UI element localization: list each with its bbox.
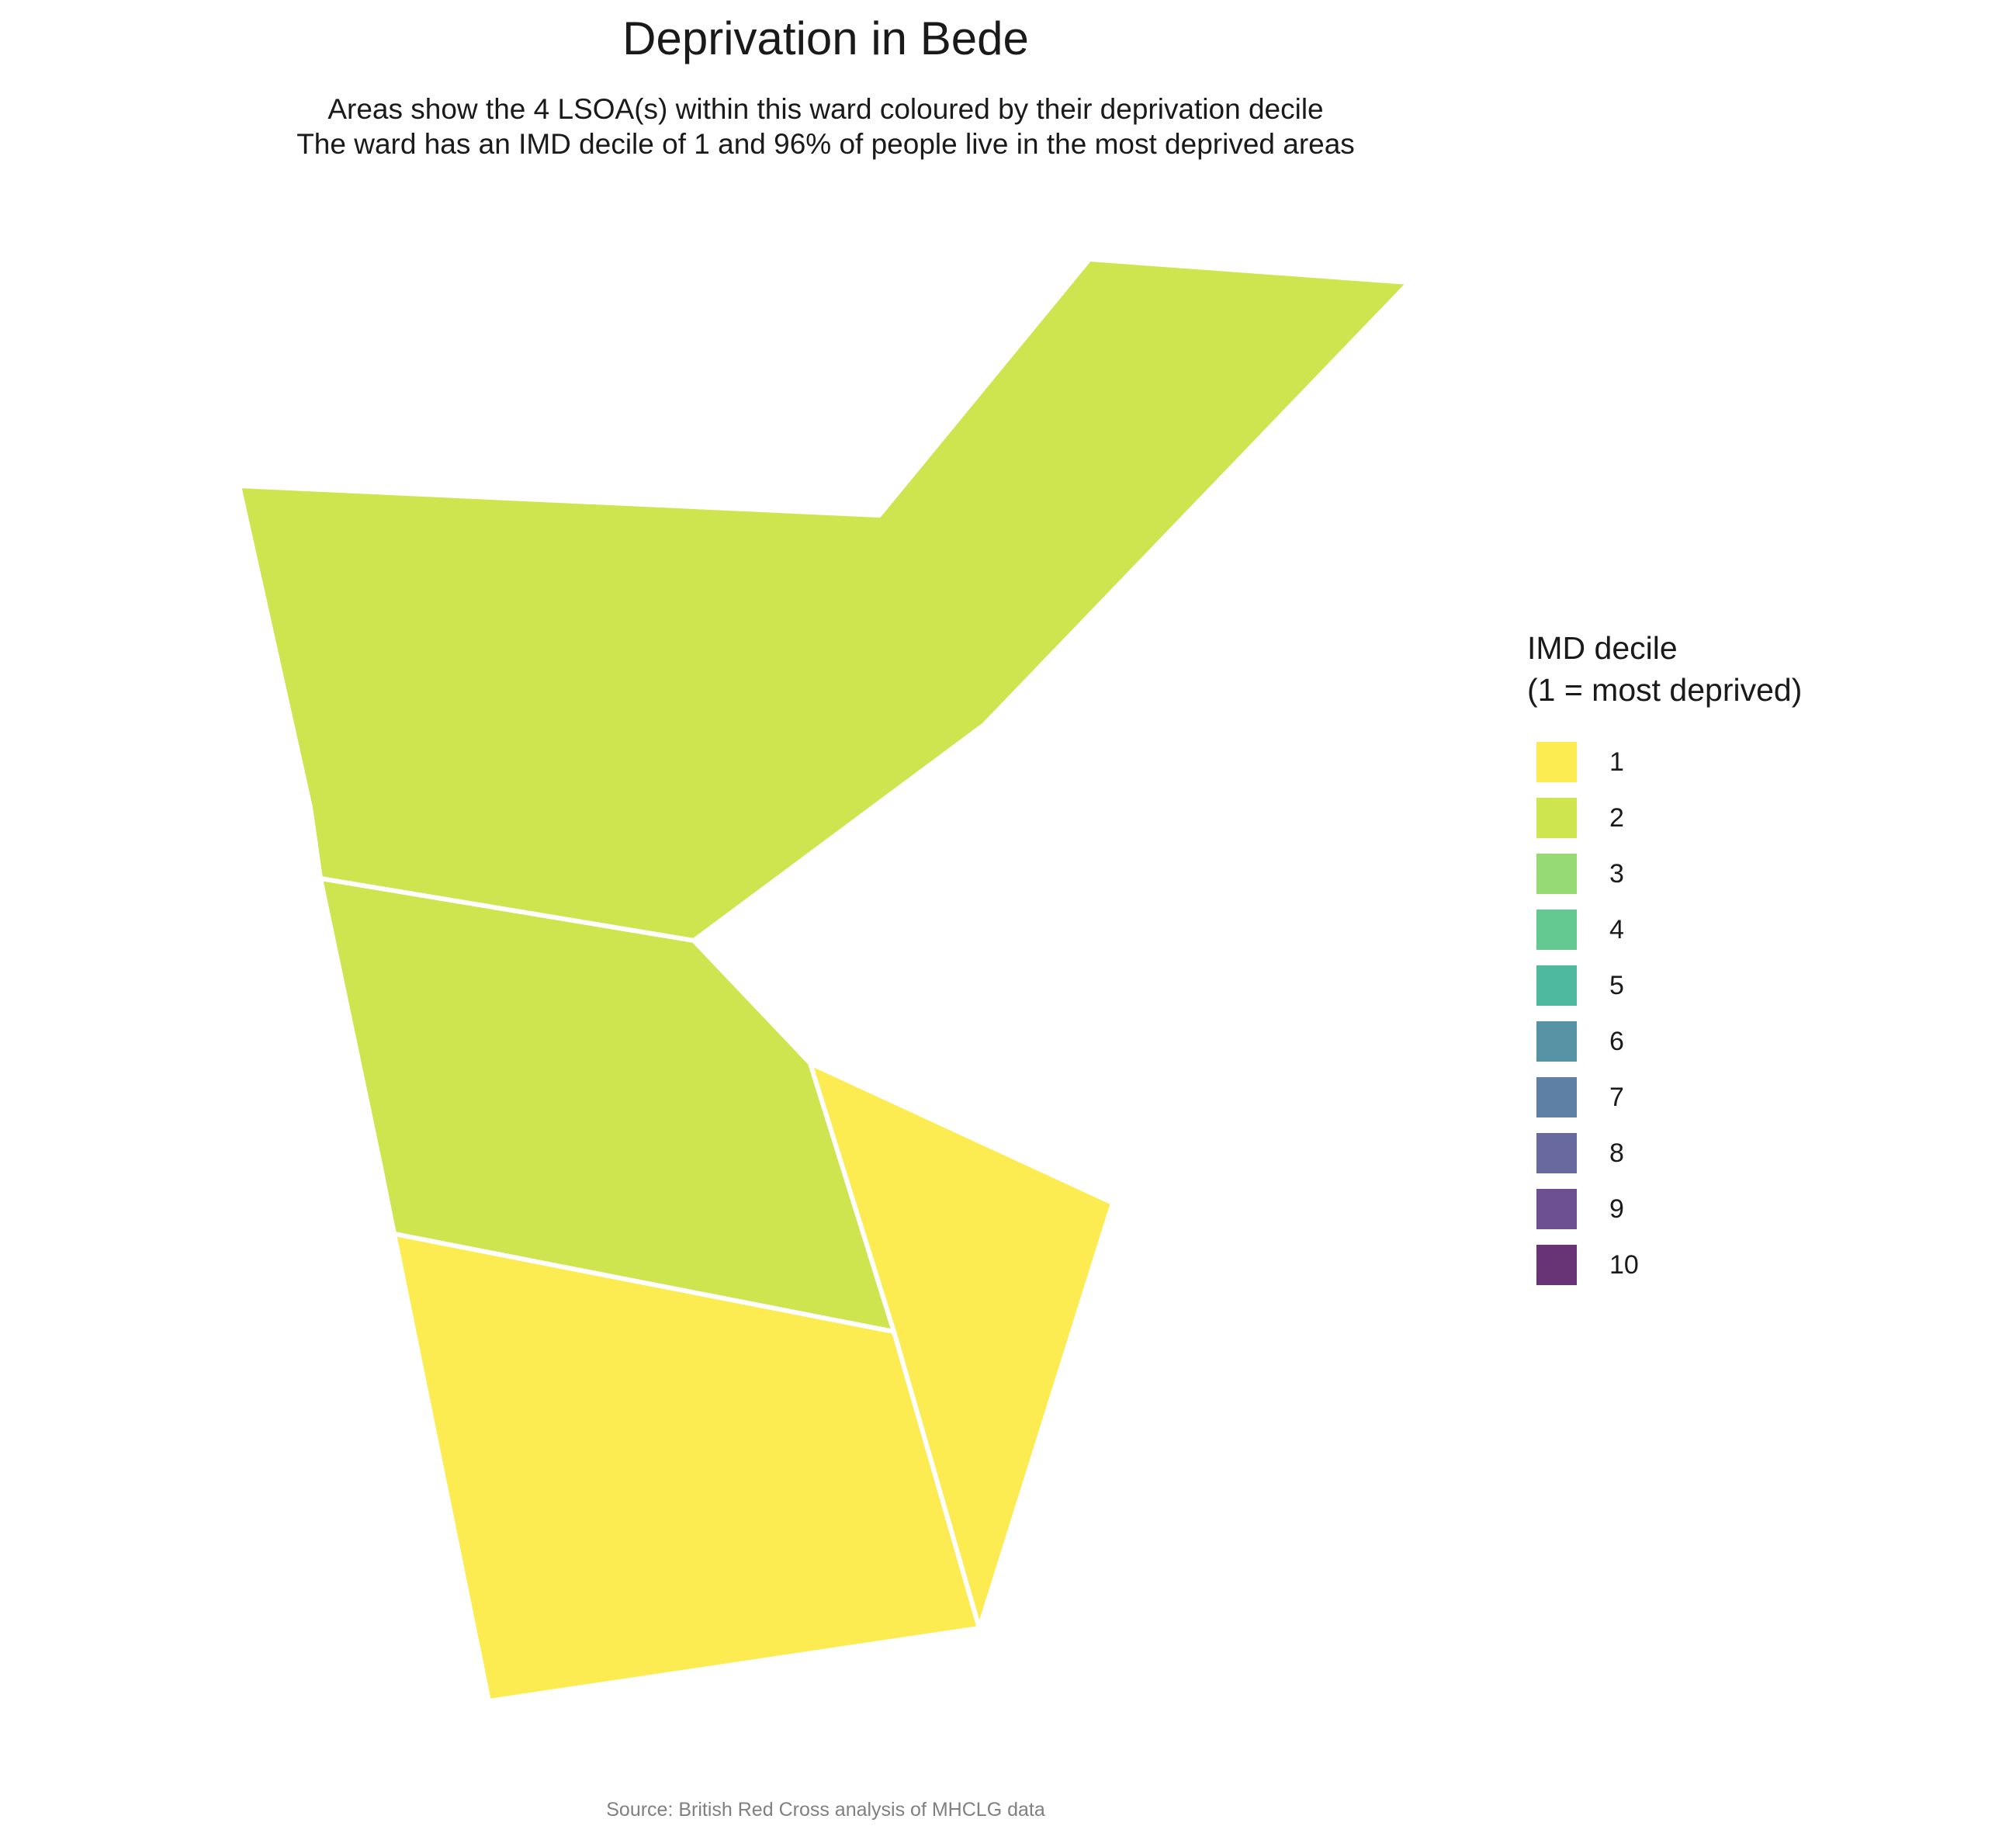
legend-swatch xyxy=(1536,1133,1577,1173)
legend-swatch xyxy=(1536,1189,1577,1229)
legend-swatch xyxy=(1536,798,1577,838)
legend: IMD decile (1 = most deprived) 1 2 3 4 5 6 7 8 9… xyxy=(1527,627,1802,1293)
legend-label: 4 xyxy=(1609,914,1624,944)
lsoa-area-southeast xyxy=(808,1061,1115,1630)
legend-label: 8 xyxy=(1609,1138,1624,1168)
legend-item-8: 8 xyxy=(1527,1125,1802,1181)
legend-item-1: 1 xyxy=(1527,734,1802,790)
legend-swatch xyxy=(1536,742,1577,782)
legend-swatch xyxy=(1536,910,1577,950)
legend-item-7: 7 xyxy=(1527,1069,1802,1125)
subtitle-line-2: The ward has an IMD decile of 1 and 96% … xyxy=(296,128,1355,160)
legend-label: 9 xyxy=(1609,1194,1624,1224)
map-subtitle: Areas show the 4 LSOA(s) within this war… xyxy=(0,92,1651,161)
legend-swatch xyxy=(1536,1245,1577,1285)
legend-label: 7 xyxy=(1609,1082,1624,1112)
legend-item-9: 9 xyxy=(1527,1181,1802,1237)
legend-swatch xyxy=(1536,965,1577,1006)
legend-item-5: 5 xyxy=(1527,958,1802,1014)
lsoa-area-north xyxy=(237,257,1412,943)
legend-label: 1 xyxy=(1609,747,1624,777)
legend-title-line-1: IMD decile xyxy=(1527,630,1678,666)
legend-items: 1 2 3 4 5 6 7 8 9 10 xyxy=(1527,734,1802,1293)
source-caption: Source: British Red Cross analysis of MH… xyxy=(606,1799,1045,1821)
legend-item-2: 2 xyxy=(1527,790,1802,846)
legend-item-3: 3 xyxy=(1527,846,1802,902)
legend-item-4: 4 xyxy=(1527,902,1802,958)
legend-label: 3 xyxy=(1609,858,1624,889)
legend-label: 6 xyxy=(1609,1026,1624,1056)
legend-item-10: 10 xyxy=(1527,1237,1802,1293)
legend-label: 2 xyxy=(1609,802,1624,833)
legend-title-line-2: (1 = most deprived) xyxy=(1527,672,1803,708)
legend-label: 10 xyxy=(1609,1249,1639,1280)
legend-swatch xyxy=(1536,1021,1577,1062)
legend-label: 5 xyxy=(1609,970,1624,1000)
map-title: Deprivation in Bede xyxy=(622,12,1029,64)
legend-swatch xyxy=(1536,1077,1577,1117)
subtitle-line-1: Areas show the 4 LSOA(s) within this war… xyxy=(327,93,1324,125)
legend-swatch xyxy=(1536,854,1577,894)
legend-title: IMD decile (1 = most deprived) xyxy=(1527,627,1802,711)
legend-item-6: 6 xyxy=(1527,1014,1802,1069)
